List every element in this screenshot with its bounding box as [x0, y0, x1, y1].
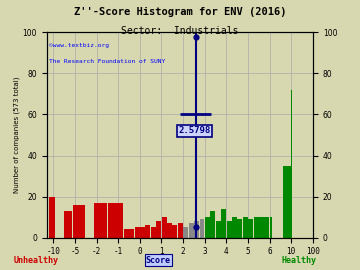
Bar: [73, 205, 85, 238]
Bar: [283, 166, 291, 238]
Bar: [194, 221, 199, 238]
Text: Score: Score: [146, 256, 171, 265]
Text: ©www.textbiz.org: ©www.textbiz.org: [49, 43, 109, 48]
Bar: [205, 217, 210, 238]
Bar: [64, 211, 72, 238]
Bar: [124, 230, 134, 238]
Bar: [237, 219, 242, 238]
Bar: [210, 211, 215, 238]
Bar: [151, 227, 156, 238]
Bar: [189, 223, 194, 238]
Bar: [178, 223, 183, 238]
Bar: [135, 227, 145, 238]
Bar: [270, 217, 272, 238]
Text: Unhealthy: Unhealthy: [14, 256, 58, 265]
Bar: [199, 219, 204, 238]
Text: Z''-Score Histogram for ENV (2016): Z''-Score Histogram for ENV (2016): [74, 7, 286, 17]
Bar: [145, 225, 150, 238]
Bar: [172, 225, 177, 238]
Bar: [216, 221, 221, 238]
Bar: [162, 217, 167, 238]
Y-axis label: Number of companies (573 total): Number of companies (573 total): [13, 77, 20, 193]
Bar: [183, 227, 188, 238]
Bar: [248, 219, 253, 238]
Text: The Research Foundation of SUNY: The Research Foundation of SUNY: [49, 59, 165, 64]
Bar: [108, 203, 123, 238]
Bar: [156, 221, 161, 238]
Text: Sector:  Industrials: Sector: Industrials: [121, 26, 239, 36]
Bar: [253, 217, 258, 238]
Bar: [49, 197, 55, 238]
Bar: [243, 217, 248, 238]
Bar: [232, 217, 237, 238]
Text: Healthy: Healthy: [281, 256, 316, 265]
Bar: [94, 203, 107, 238]
Bar: [312, 231, 313, 238]
Bar: [226, 221, 231, 238]
Bar: [264, 217, 269, 238]
Bar: [167, 223, 172, 238]
Text: 2.5798: 2.5798: [179, 126, 211, 135]
Bar: [221, 209, 226, 238]
Bar: [259, 217, 264, 238]
